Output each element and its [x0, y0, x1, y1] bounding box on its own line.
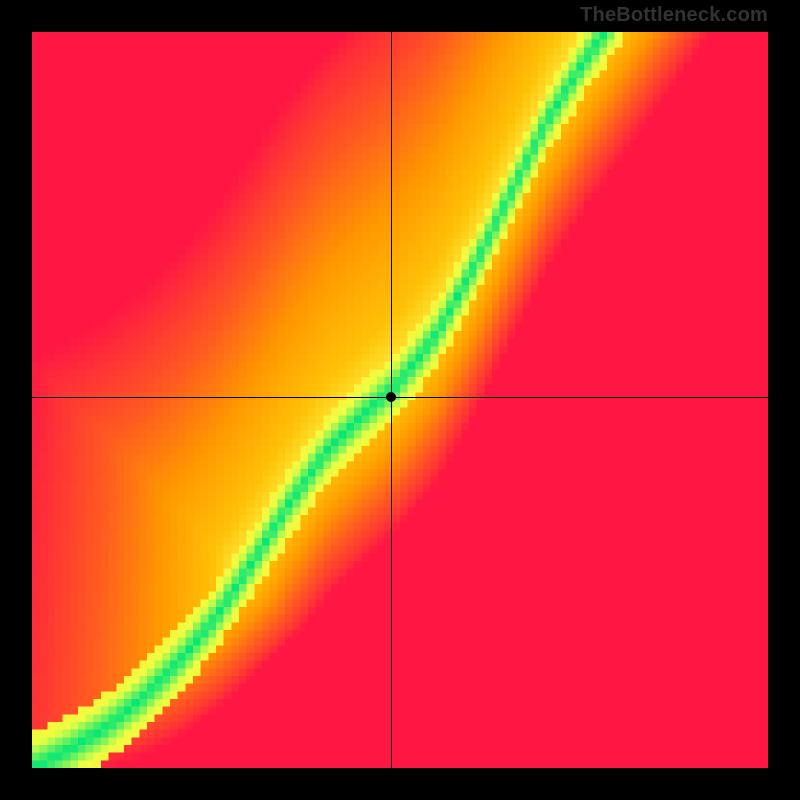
heatmap-plot — [32, 32, 768, 768]
crosshair-horizontal — [32, 397, 768, 398]
watermark-text: TheBottleneck.com — [580, 4, 768, 27]
crosshair-marker-dot — [386, 392, 396, 402]
heatmap-canvas — [32, 32, 768, 768]
